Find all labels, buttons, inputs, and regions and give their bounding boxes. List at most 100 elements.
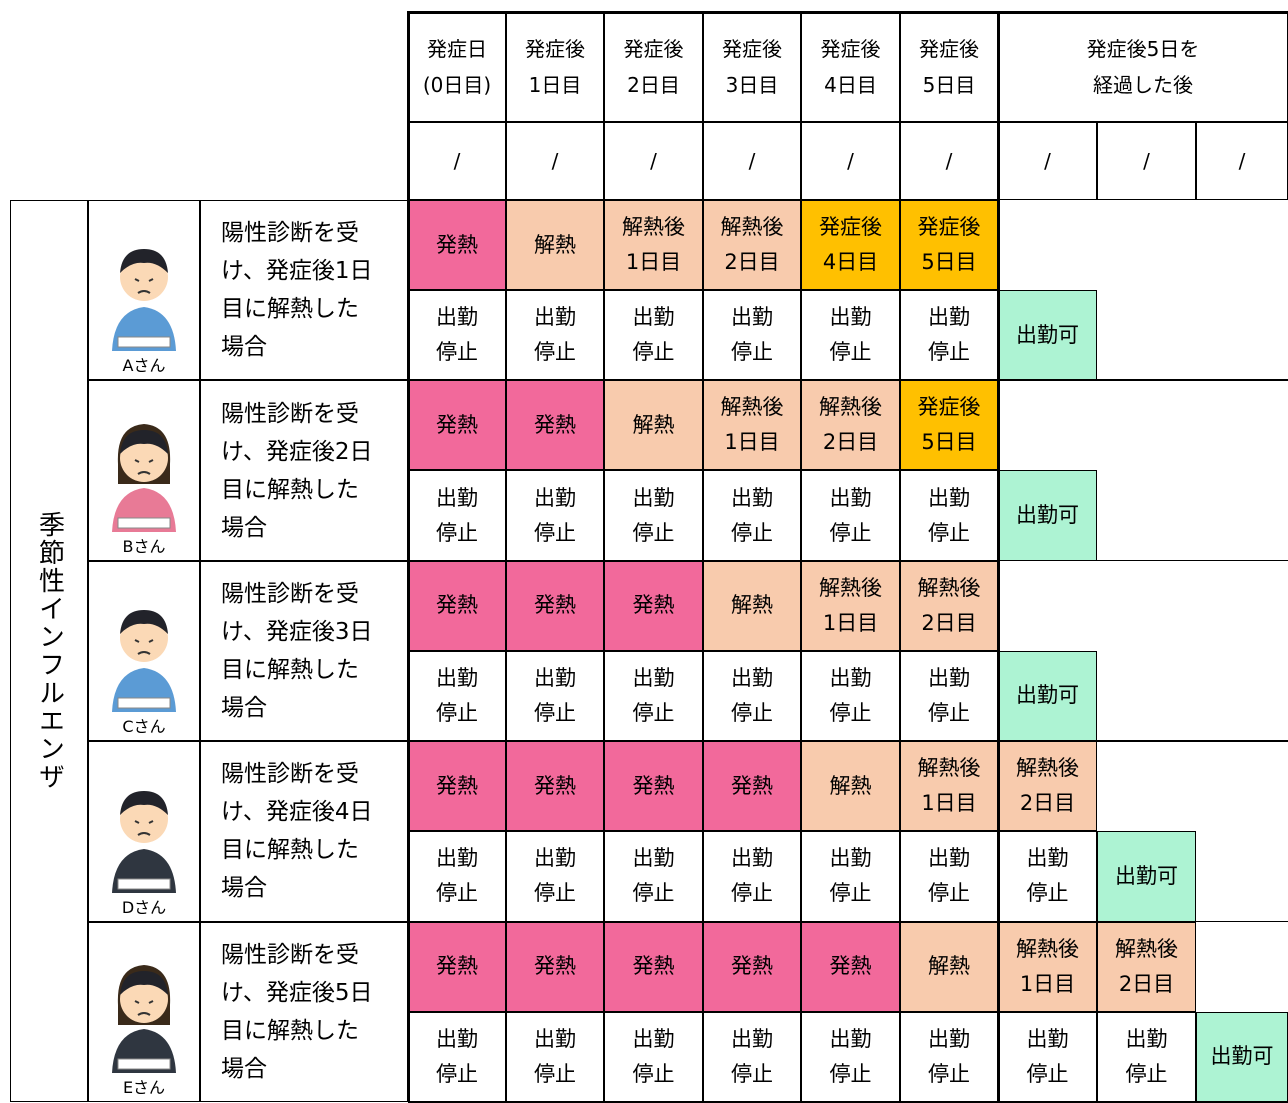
cell-text: 出勤	[928, 846, 970, 871]
cell-text: 発熱	[534, 593, 576, 618]
cell-text: 停止	[829, 881, 872, 906]
cell-text: 解熱後	[720, 395, 784, 420]
status-cell: 解熱後 1日目	[900, 741, 998, 832]
status-cell: 発熱	[801, 921, 900, 1012]
status-cell: 解熱後 2日目	[900, 560, 998, 651]
cell-text: 停止	[534, 520, 576, 545]
cell-text: 陽性診断を受	[221, 580, 359, 607]
cell-text: 出勤	[436, 1026, 478, 1051]
avatar-icon	[112, 964, 176, 1073]
avatar-icon	[112, 249, 176, 352]
cell-text: 発熱	[731, 773, 773, 798]
avatar-cell: Eさん	[88, 921, 200, 1102]
status-cell: 解熱	[604, 380, 703, 471]
status-cell: 発熱	[408, 560, 506, 651]
status-cell: 発熱	[506, 380, 604, 471]
cell-text: 発熱	[632, 773, 675, 798]
work-cell: 出勤 停止	[604, 1011, 703, 1102]
cell-text: /	[650, 149, 657, 173]
work-cell: 出勤 停止	[900, 650, 998, 742]
row-separator	[408, 379, 1288, 381]
cell-text: 1日目	[921, 791, 977, 816]
cell-text: 出勤	[632, 846, 675, 871]
cell-text: 2日目	[822, 430, 879, 455]
cell-text: /	[945, 149, 953, 173]
cell-text: 発熱	[632, 593, 675, 618]
cell-text: 2日目	[921, 610, 977, 635]
cell-text: 停止	[928, 340, 970, 365]
cell-text: 出勤	[829, 485, 872, 510]
status-cell: 解熱	[506, 200, 604, 290]
work-cell: 出勤 停止	[408, 1011, 506, 1102]
cell-text: け、発症後1日	[221, 258, 373, 285]
after-header: 発症後5日を 経過した後	[998, 12, 1288, 122]
work-cell: 出勤 停止	[703, 470, 801, 561]
cell-text: 5日目	[922, 73, 976, 97]
cell-text: 停止	[632, 881, 675, 906]
status-cell: 解熱後 2日目	[998, 741, 1097, 832]
work-cell: 出勤 停止	[703, 831, 801, 922]
cell-text: 出勤	[731, 485, 773, 510]
cell-text: 解熱	[928, 954, 970, 979]
thick-border	[407, 12, 410, 1102]
status-cell: 発熱	[506, 921, 604, 1012]
cell-text: 出勤可	[1210, 1044, 1274, 1069]
cell-text: 出勤可	[1115, 863, 1178, 888]
person-name: Bさん	[122, 536, 166, 556]
cell-text: 停止	[731, 881, 773, 906]
work-cell: 出勤 停止	[900, 470, 998, 561]
status-cell: 発症後 4日目	[801, 200, 900, 290]
cell-text: 5日目	[921, 250, 977, 274]
avatar-icon	[112, 423, 176, 532]
status-cell: 解熱後 2日目	[1097, 921, 1196, 1012]
status-cell: 解熱後 2日目	[703, 200, 801, 290]
cell-text: 出勤	[436, 485, 478, 510]
work-cell: 出勤 停止	[604, 650, 703, 742]
status-cell: 発熱	[506, 741, 604, 832]
status-cell: 解熱	[703, 560, 801, 651]
cell-text: 解熱	[731, 593, 773, 618]
row-separator	[408, 559, 1288, 562]
cell-text: 場合	[221, 694, 267, 721]
person-name: Cさん	[122, 717, 166, 737]
work-cell: 出勤 停止	[801, 290, 900, 381]
cell-text: 出勤	[928, 1026, 970, 1051]
status-cell: 発熱	[604, 560, 703, 651]
cell-text: 停止	[928, 881, 970, 906]
work-cell: 出勤 停止	[604, 831, 703, 922]
cell-text: 停止	[731, 520, 773, 545]
cell-text: 2日目	[1118, 971, 1175, 996]
day-header: 発症後 5日目	[900, 12, 998, 122]
cell-text: 出勤	[632, 485, 675, 510]
cell-text: 5日目	[921, 430, 977, 455]
status-cell: 発熱	[604, 741, 703, 832]
day-header: 発症後 1日目	[506, 12, 604, 122]
cell-text: 発症後	[820, 37, 881, 61]
cell-text: 停止	[436, 520, 478, 545]
cell-text: 目に解熱した	[221, 656, 359, 683]
cell-text: 目に解熱した	[221, 476, 359, 503]
cell-text: 出勤	[731, 665, 773, 690]
status-cell: 解熱後 1日目	[998, 921, 1097, 1012]
cell-text: 発熱	[436, 593, 478, 618]
work-cell: 出勤 停止	[408, 470, 506, 561]
description: 陽性診断を受 け、発症後1日 目に解熱した 場合	[200, 200, 408, 381]
cell-text: 停止	[1026, 881, 1069, 906]
cell-text: 発熱	[534, 773, 576, 798]
work-cell: 出勤 停止	[900, 831, 998, 922]
cell-text: 発熱	[829, 954, 872, 979]
cell-text: 1日目	[625, 250, 682, 274]
cell-text: 1日目	[1019, 971, 1076, 996]
cell-text: 停止	[731, 340, 773, 365]
work-cell: 出勤 停止	[998, 1011, 1097, 1102]
avatar-cell: Aさん	[88, 200, 200, 381]
cell-text: 発熱	[436, 232, 478, 257]
cell-text: 解熱後	[720, 215, 784, 239]
cell-text: 発症後5日を	[1086, 37, 1200, 61]
cell-text: 発熱	[436, 412, 478, 437]
work-cell: 出勤 停止	[801, 1011, 900, 1102]
cell-text: 解熱後	[819, 575, 882, 600]
cell-text: /	[1044, 149, 1051, 173]
cell-text: /	[847, 149, 854, 173]
cell-text: 停止	[436, 340, 478, 365]
